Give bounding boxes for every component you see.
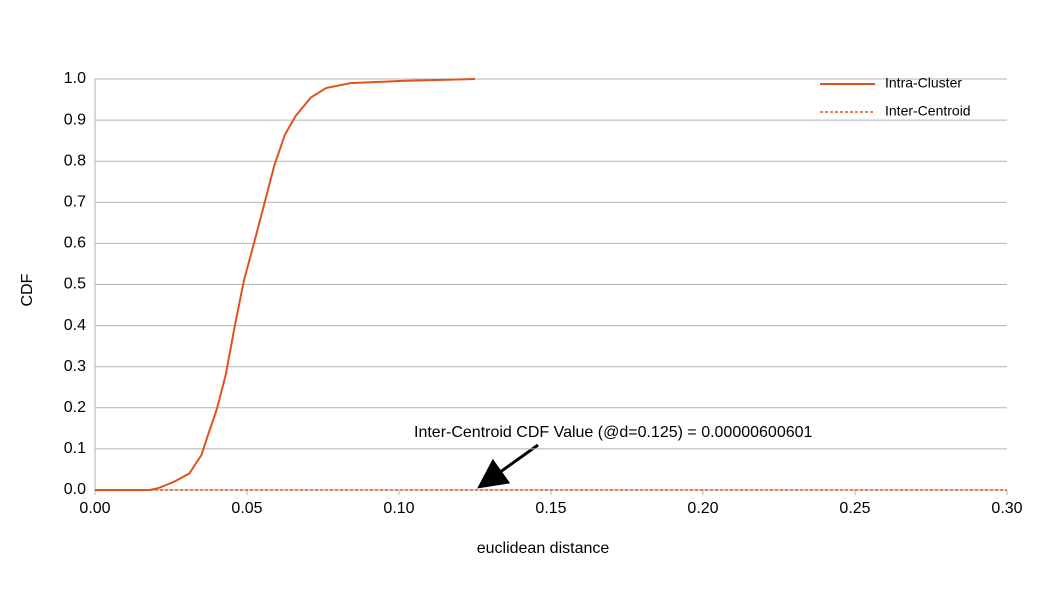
y-tick-label: 0.3	[64, 358, 86, 375]
y-tick-label: 0.6	[64, 235, 86, 252]
data-line	[95, 78, 476, 491]
y-tick-label: 1.0	[64, 70, 86, 87]
x-axis-title: euclidean distance	[477, 540, 610, 557]
x-tick-label: 0.10	[383, 500, 414, 517]
x-tick-label: 0.25	[839, 500, 870, 517]
legend-label: Inter-Centroid	[885, 103, 971, 119]
annotation-arrow	[477, 443, 539, 489]
x-tick-label: 0.15	[535, 500, 566, 517]
y-tick-label: 0.7	[64, 194, 86, 211]
x-tick-label: 0.30	[991, 500, 1022, 517]
y-tick-label: 0.8	[64, 152, 86, 169]
y-tick-label: 0.9	[64, 111, 86, 128]
y-tick-label: 0.5	[64, 276, 86, 293]
y-tick-label: 0.1	[64, 440, 86, 457]
annotation: Inter-Centroid CDF Value (@d=0.125) = 0.…	[414, 424, 813, 441]
y-tick-label: 0.4	[64, 317, 86, 334]
y-axis-title: CDF	[19, 273, 36, 306]
y-tick-label: 0.0	[64, 481, 86, 498]
legend: Intra-Cluster Inter-Centroid	[820, 75, 971, 119]
x-tick-label: 0.00	[79, 500, 110, 517]
x-tick-label: 0.05	[231, 500, 262, 517]
legend-label: Intra-Cluster	[885, 75, 962, 91]
y-tick-label: 0.2	[64, 399, 86, 416]
x-tick-label: 0.20	[687, 500, 718, 517]
